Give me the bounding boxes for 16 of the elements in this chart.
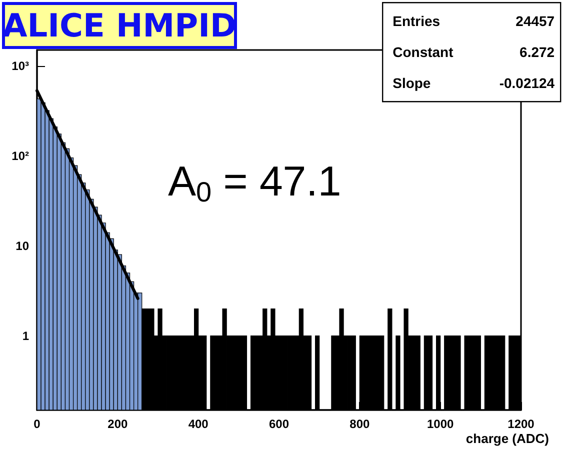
y-tick-label: 10² — [12, 148, 30, 163]
x-tick-label: 0 — [34, 417, 41, 431]
y-tick-label: 10 — [16, 238, 30, 253]
x-tick-label: 1000 — [426, 417, 454, 431]
text: Constant 6.272 — [392, 44, 555, 60]
x-tick-label: 200 — [108, 417, 128, 431]
x-tick-label: 600 — [268, 417, 290, 431]
y-tick-label: 10³ — [12, 58, 30, 73]
x-tick-label: 400 — [188, 417, 209, 431]
chart-title: ALICE HMPID — [2, 6, 237, 44]
text: Entries 24457 — [392, 13, 555, 30]
x-tick-label: 1200 — [508, 417, 535, 431]
y-tick-label: 1 — [22, 328, 30, 343]
text: Slope -0.02124 — [392, 75, 555, 92]
x-axis-title: charge (ADC) — [466, 431, 549, 446]
x-tick-label: 800 — [350, 417, 370, 431]
